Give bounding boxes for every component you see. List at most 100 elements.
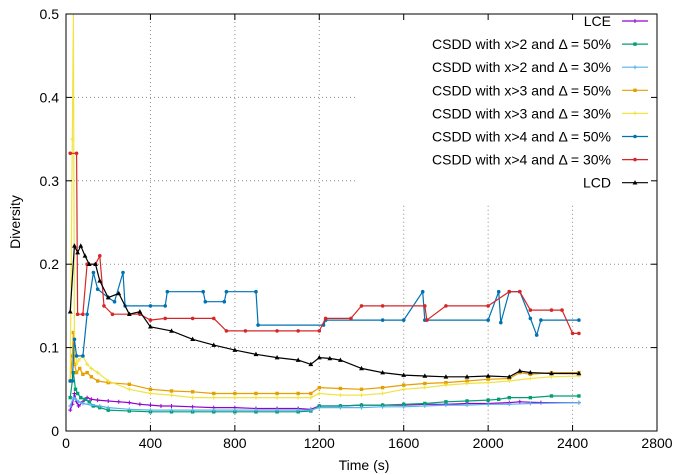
data-point: [443, 374, 449, 379]
data-point: [317, 405, 322, 410]
x-tick-label: 1600: [388, 435, 419, 451]
data-point: [423, 401, 427, 406]
legend-label: LCD: [583, 175, 611, 191]
data-point: [137, 309, 143, 314]
data-point: [79, 395, 83, 400]
legend-swatch-marker: [633, 88, 637, 92]
data-point: [254, 391, 258, 396]
legend-label: CSDD with x>3 and Δ = 50%: [432, 82, 611, 98]
data-point: [81, 312, 85, 317]
data-point: [338, 386, 343, 391]
data-point: [422, 403, 427, 408]
data-point: [359, 405, 364, 410]
data-point: [576, 370, 582, 376]
data-point: [327, 355, 333, 361]
series-1: [68, 391, 581, 413]
data-point: [169, 408, 174, 413]
data-point: [78, 366, 82, 371]
data-point: [528, 395, 533, 400]
data-point: [165, 289, 170, 294]
data-point: [97, 254, 102, 258]
data-point: [232, 408, 237, 413]
data-point: [148, 304, 153, 308]
data-point: [89, 403, 94, 408]
data-point: [507, 289, 512, 294]
data-point: [337, 357, 343, 362]
data-point: [68, 395, 72, 400]
data-point: [112, 299, 117, 304]
data-point: [485, 373, 491, 378]
series-6: [68, 270, 581, 383]
series-line: [69, 243, 579, 378]
data-point: [76, 358, 81, 363]
data-point: [316, 355, 322, 360]
series-3: [68, 395, 581, 413]
data-point: [211, 395, 216, 400]
data-point: [444, 400, 448, 404]
data-point: [359, 387, 364, 391]
data-point: [577, 331, 581, 336]
data-point: [443, 383, 448, 388]
data-point: [380, 391, 385, 396]
data-point: [71, 395, 76, 400]
data-point: [211, 342, 217, 347]
data-point: [401, 387, 406, 392]
data-point: [93, 261, 98, 266]
data-point: [423, 381, 427, 386]
data-point: [444, 304, 448, 308]
data-point: [70, 137, 75, 142]
data-point: [89, 397, 94, 402]
data-point: [87, 400, 91, 404]
data-point: [443, 403, 448, 408]
data-point: [528, 401, 533, 406]
data-point: [148, 387, 153, 391]
data-point: [528, 376, 533, 381]
data-point: [507, 402, 512, 407]
data-point: [402, 383, 406, 387]
y-tick-label: 0.1: [40, 340, 60, 356]
data-point: [317, 329, 322, 333]
data-point: [465, 403, 470, 408]
series-line: [69, 372, 579, 413]
data-point: [74, 354, 79, 358]
data-point: [68, 151, 73, 156]
data-point: [72, 243, 77, 248]
legend-swatch-marker: [633, 65, 637, 70]
data-point: [148, 403, 153, 408]
data-point: [105, 294, 111, 300]
data-point: [127, 407, 132, 412]
data-point: [67, 309, 73, 314]
data-point: [359, 393, 364, 398]
data-point: [82, 253, 88, 258]
data-point: [95, 398, 100, 403]
plot-frame: [65, 13, 658, 432]
data-point: [499, 320, 503, 325]
series-5: [68, 14, 581, 400]
data-point: [486, 380, 491, 385]
data-point: [275, 329, 279, 333]
series-line: [69, 396, 579, 411]
data-point: [309, 391, 313, 396]
data-point: [380, 318, 385, 322]
data-point: [444, 380, 448, 385]
data-point: [74, 370, 79, 375]
data-point: [72, 391, 77, 396]
data-point: [576, 400, 581, 405]
data-point: [401, 404, 406, 409]
data-point: [68, 403, 73, 408]
data-point: [486, 402, 491, 407]
data-point: [85, 312, 89, 317]
data-point: [349, 316, 353, 321]
legend-label: LCE: [584, 13, 611, 29]
data-point: [148, 391, 153, 396]
data-point: [190, 390, 195, 394]
data-point: [308, 361, 314, 367]
data-point: [486, 377, 490, 381]
data-point: [506, 374, 512, 379]
data-point: [106, 405, 111, 410]
data-point: [116, 290, 122, 296]
data-point: [295, 357, 301, 362]
data-point: [486, 304, 490, 308]
data-point: [81, 354, 85, 358]
data-point: [465, 381, 470, 386]
